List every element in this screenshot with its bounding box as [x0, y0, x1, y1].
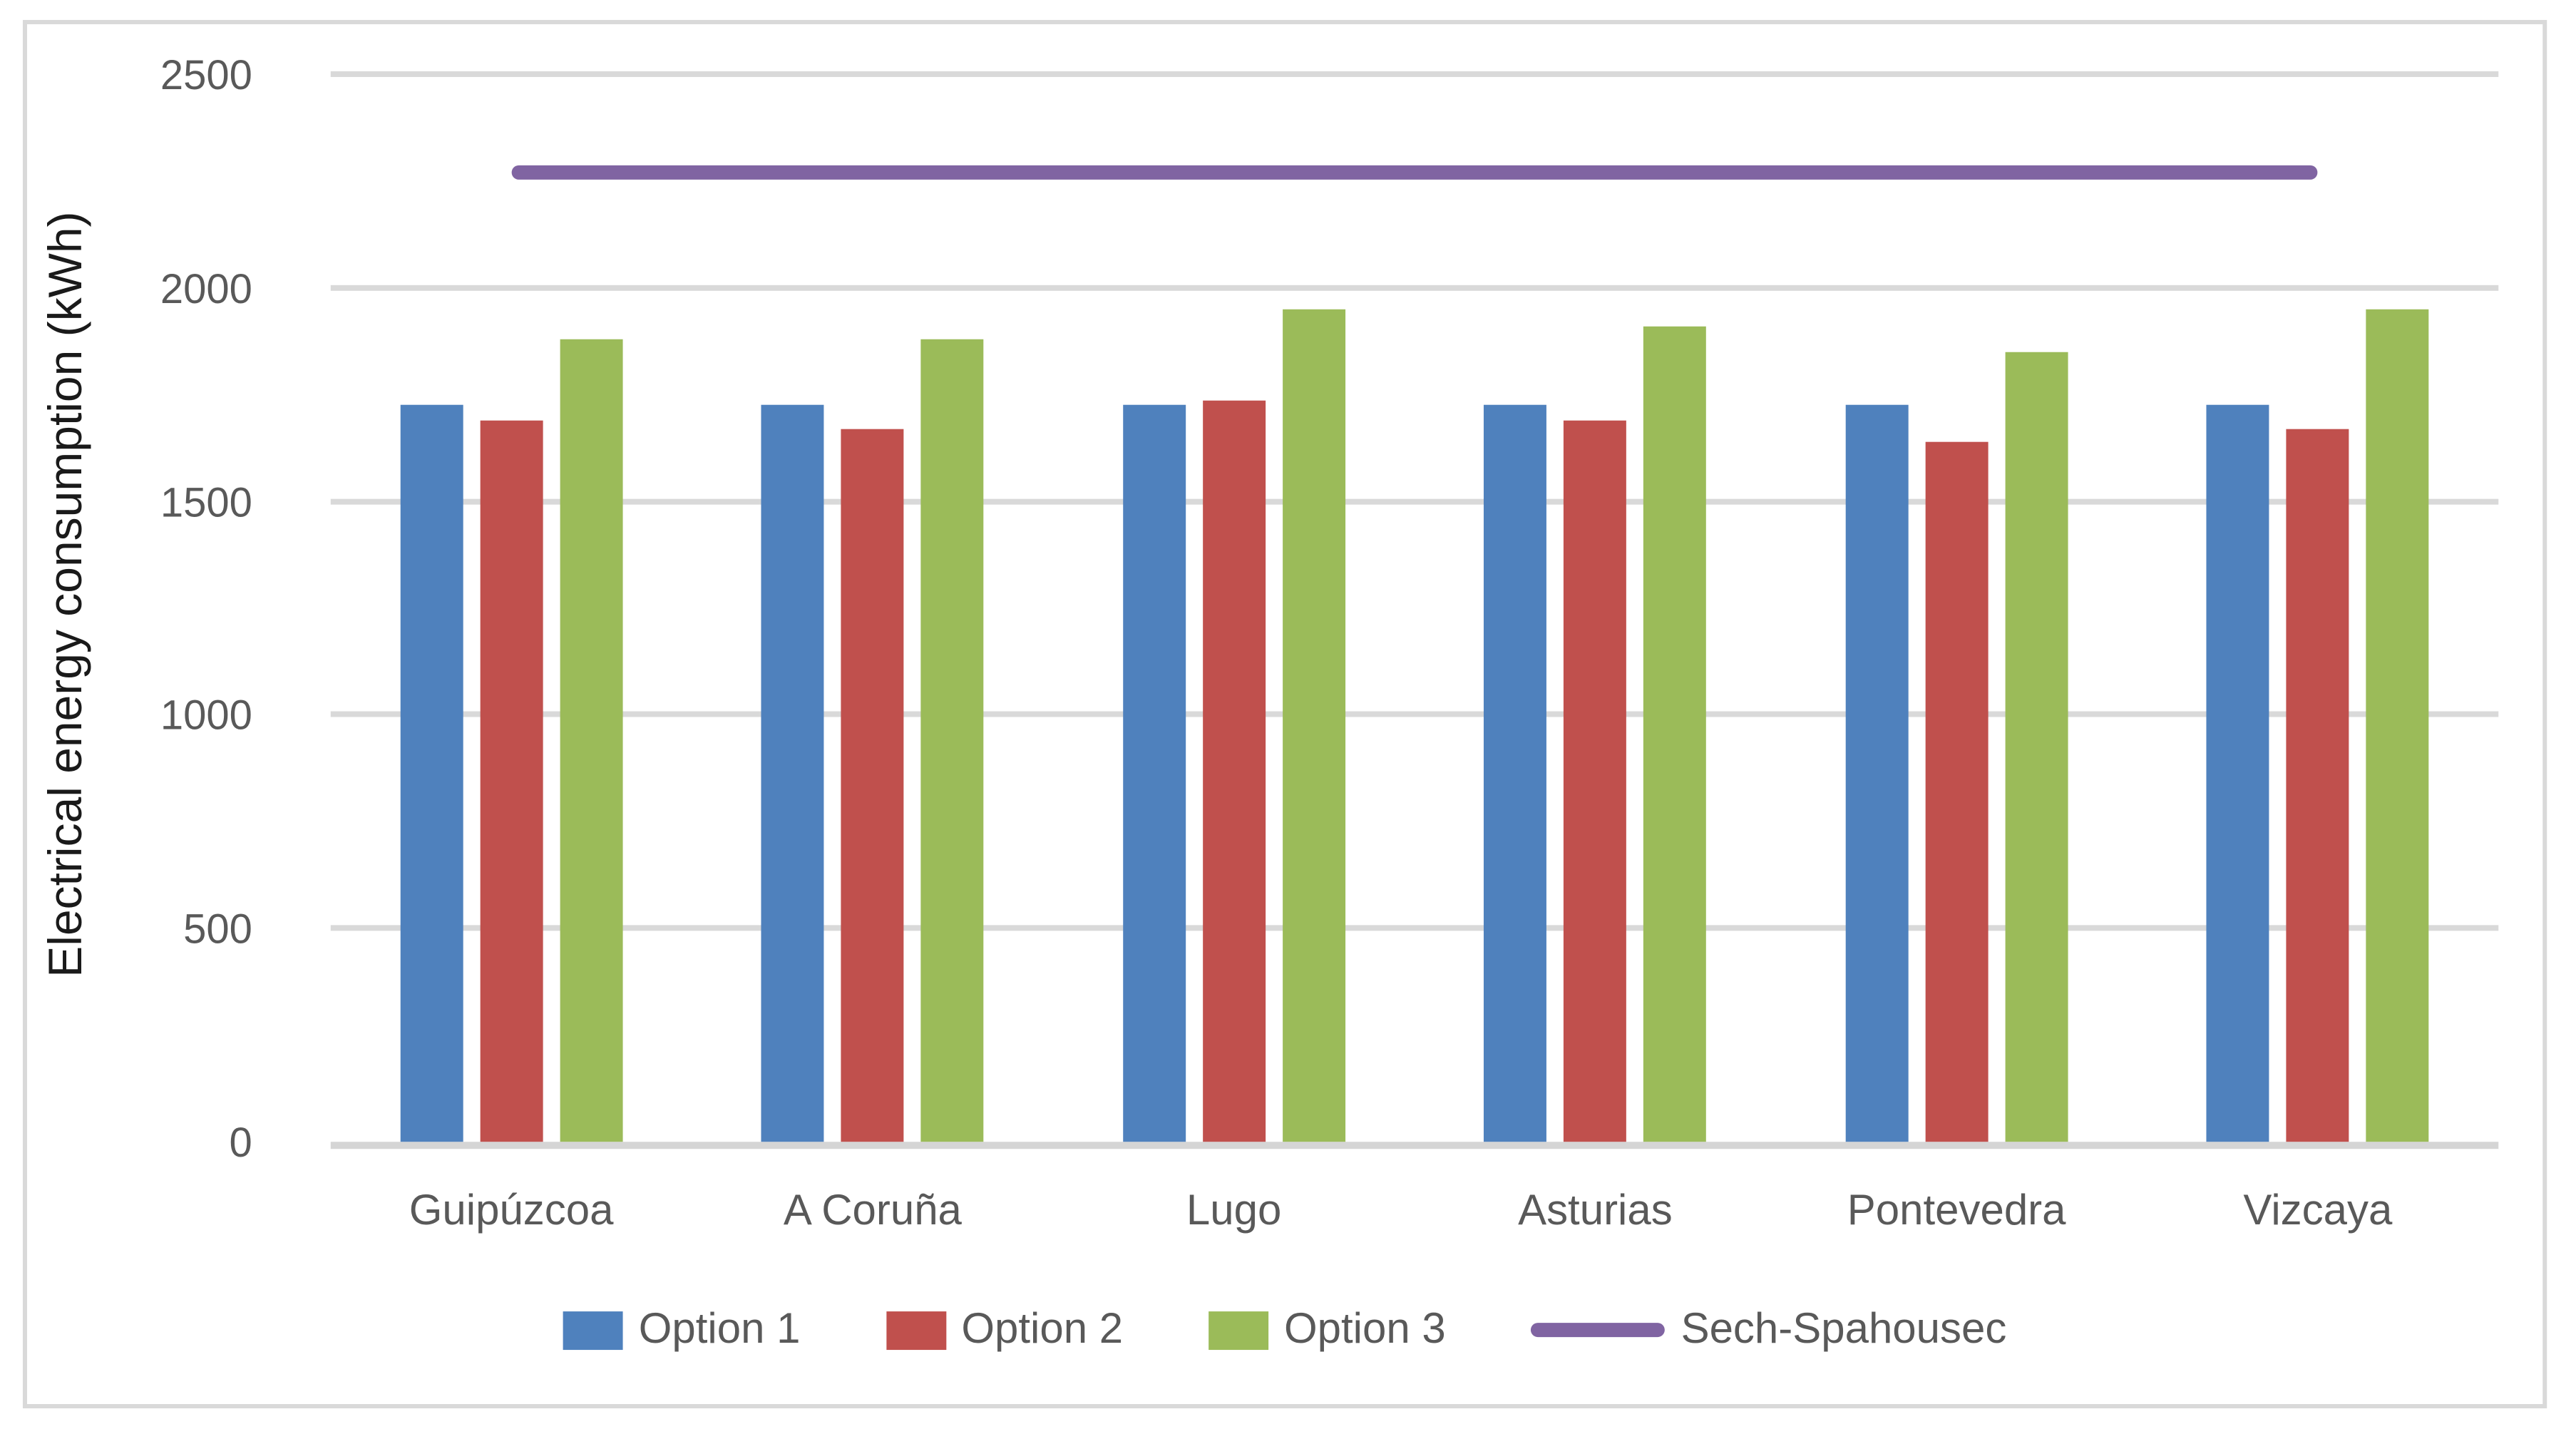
bar-option-3-guipúzcoa — [560, 339, 623, 1142]
gridline-1500 — [330, 498, 2499, 504]
legend-item-sech-spahousec: Sech-Spahousec — [1531, 1306, 2007, 1353]
bar-option-1-guipúzcoa — [400, 405, 463, 1142]
category-label-a-coruña: A Coruña — [783, 1187, 962, 1235]
y-tick-label-2500: 2500 — [160, 53, 252, 99]
gridline-1000 — [330, 712, 2499, 718]
gridline-2500 — [330, 71, 2499, 77]
legend-item-option-1: Option 1 — [563, 1308, 801, 1351]
legend-label: Option 1 — [638, 1306, 801, 1353]
bar-option-2-vizcaya — [2286, 429, 2349, 1142]
bar-option-3-a-coruña — [920, 339, 984, 1142]
y-tick-label-500: 500 — [183, 907, 252, 953]
chart-frame: Electrical energy consumption (kWh) Opti… — [22, 19, 2547, 1409]
legend-label: Sech-Spahousec — [1680, 1306, 2007, 1353]
gridline-2000 — [330, 285, 2499, 291]
bar-option-2-pontevedra — [1925, 441, 1989, 1142]
x-axis-line — [330, 1142, 2499, 1149]
category-label-vizcaya: Vizcaya — [2243, 1187, 2393, 1235]
legend: Option 1 Option 2 Option 3 Sech-Spahousec — [27, 1308, 2542, 1351]
legend-label: Option 2 — [961, 1306, 1124, 1353]
bar-option-3-vizcaya — [2366, 309, 2429, 1142]
bar-option-3-lugo — [1282, 309, 1345, 1142]
category-label-asturias: Asturias — [1518, 1187, 1673, 1235]
category-label-lugo: Lugo — [1186, 1187, 1282, 1235]
legend-line-key — [1531, 1323, 1666, 1338]
bar-option-1-vizcaya — [2206, 405, 2269, 1142]
bar-option-2-guipúzcoa — [480, 420, 543, 1142]
bar-option-1-asturias — [1484, 405, 1547, 1142]
bar-option-1-a-coruña — [761, 405, 824, 1142]
category-label-pontevedra: Pontevedra — [1847, 1187, 2066, 1235]
y-tick-label-1000: 1000 — [160, 694, 252, 740]
legend-swatch — [1209, 1311, 1269, 1350]
line-sech-spahousec — [511, 165, 2318, 180]
legend-item-option-3: Option 3 — [1209, 1308, 1446, 1351]
bar-option-2-a-coruña — [841, 429, 904, 1142]
legend-item-option-2: Option 2 — [886, 1308, 1123, 1351]
legend-label: Option 3 — [1284, 1306, 1446, 1353]
legend-swatch — [886, 1311, 946, 1350]
bar-option-2-lugo — [1202, 401, 1266, 1142]
gridline-500 — [330, 925, 2499, 931]
category-label-guipúzcoa: Guipúzcoa — [409, 1187, 614, 1235]
bar-option-3-pontevedra — [2005, 352, 2068, 1142]
y-tick-label-1500: 1500 — [160, 480, 252, 526]
y-tick-label-2000: 2000 — [160, 267, 252, 313]
y-axis-title: Electrical energy consumption (kWh) — [38, 211, 91, 978]
bar-option-1-pontevedra — [1845, 405, 1909, 1142]
y-tick-label-0: 0 — [229, 1121, 252, 1167]
bar-option-3-asturias — [1643, 326, 1707, 1142]
bar-option-1-lugo — [1122, 405, 1186, 1142]
bar-option-2-asturias — [1564, 420, 1627, 1142]
legend-swatch — [563, 1311, 623, 1350]
